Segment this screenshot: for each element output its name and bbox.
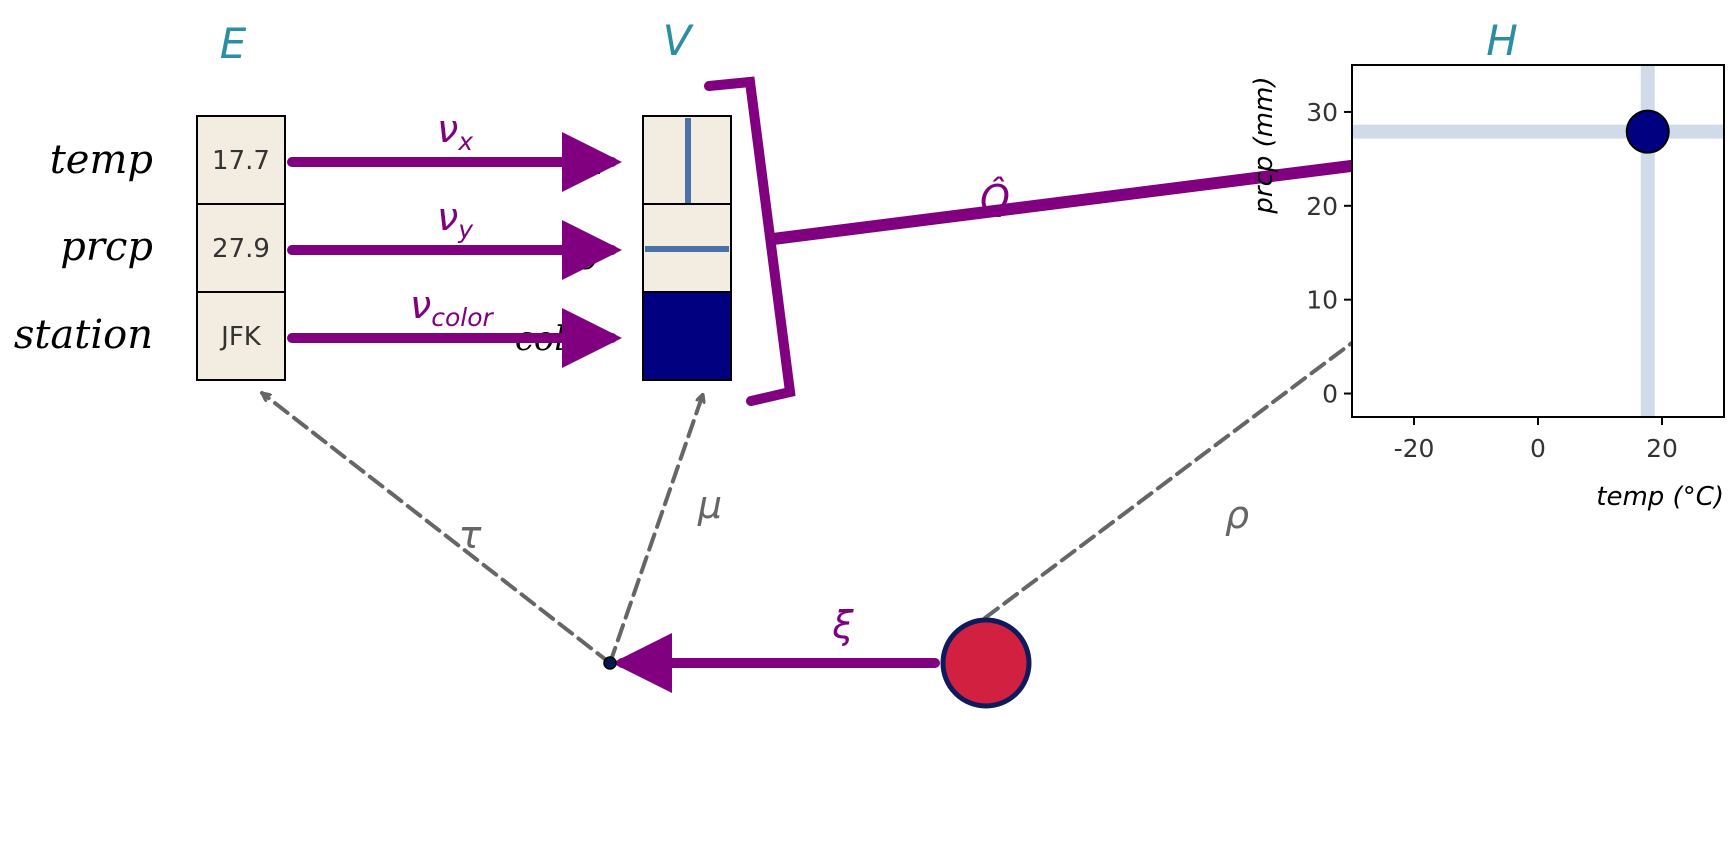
nu-color-label: νcolor (410, 283, 495, 332)
y-tick-label: 0 (1322, 380, 1338, 409)
q-hat-label: Q̂ (980, 177, 1010, 221)
x-tick-label: 20 (1646, 434, 1678, 463)
y-tick-label: 30 (1306, 98, 1338, 127)
graphic-point (603, 656, 617, 670)
tau-label: τ (459, 513, 483, 557)
v-cell-color (642, 291, 732, 381)
cell-value-temp: 17.7 (212, 146, 270, 176)
y-tick-label: 20 (1306, 192, 1338, 221)
nu-x-label: νx (437, 107, 473, 156)
chart-axes-frame (1351, 64, 1725, 418)
space-label-h: H (1486, 16, 1518, 65)
x-ticks: -20 0 20 (1394, 417, 1678, 463)
y-tick-label: 10 (1306, 286, 1338, 315)
y-ticks: 0 10 20 30 (1306, 98, 1352, 409)
field-name-prcp: prcp (60, 224, 153, 270)
cell-value-station: JFK (219, 322, 262, 352)
chart-points (1625, 109, 1670, 154)
visual-table-v (642, 115, 732, 381)
x-tick-label: -20 (1394, 434, 1435, 463)
scatter-point (1625, 109, 1670, 154)
tau-arrow (260, 391, 612, 665)
chart-h: -20 0 20 0 10 20 30 temp (°C) prcp (mm) (1249, 64, 1725, 512)
nu-y-label: νy (437, 195, 474, 244)
data-table-e: 17.7 27.9 JFK (196, 115, 286, 381)
field-name-temp: temp (50, 137, 153, 183)
rho-label: ρ (1225, 493, 1249, 537)
mu-label: μ (697, 483, 722, 527)
cell-station (196, 291, 286, 381)
xi-label: ξ (831, 603, 854, 647)
field-name-station: station (14, 312, 153, 358)
space-label-e: E (220, 19, 247, 68)
x-tick-label: 0 (1530, 434, 1546, 463)
space-label-v: V (663, 16, 695, 65)
x-axis-title: temp (°C) (1596, 482, 1724, 512)
cell-temp (196, 115, 286, 205)
data-source-circle (940, 617, 1032, 709)
cell-prcp (196, 203, 286, 293)
cell-value-prcp: 27.9 (212, 234, 270, 264)
rho-arrow (983, 134, 1630, 620)
mu-arrow (608, 392, 703, 665)
y-axis-title: prcp (mm) (1249, 76, 1279, 214)
